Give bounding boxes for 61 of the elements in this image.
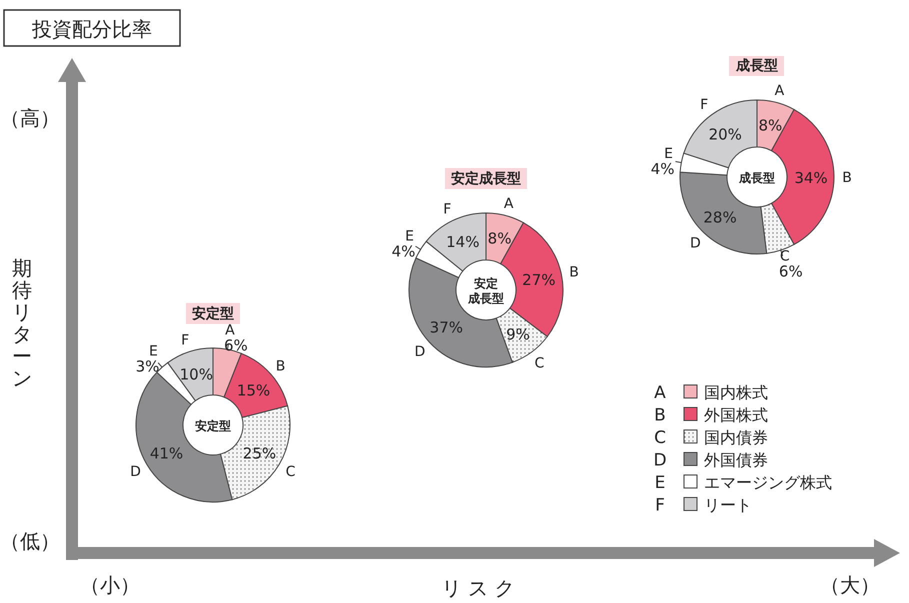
text: D [653, 450, 667, 470]
chart-title: 安定型 [192, 305, 234, 322]
slice-label: D [690, 236, 701, 252]
data-label: 4% [392, 242, 416, 261]
data-label: 27% [522, 270, 556, 289]
slice-label: A [504, 196, 514, 212]
slice-label: E [149, 343, 158, 360]
text: A [654, 383, 666, 403]
slice-label: C [286, 464, 296, 480]
data-label: 10% [180, 366, 213, 384]
data-label: 3% [136, 357, 160, 376]
data-label: 41% [150, 444, 184, 462]
text: リ ス ク [442, 576, 514, 600]
category-label: 外国株式 [704, 406, 768, 424]
data-label: 28% [703, 208, 737, 226]
category-label: 国内株式 [704, 383, 768, 402]
slice-label: C [534, 355, 544, 372]
data-label: 25% [242, 444, 276, 462]
text: 安定成長型 [467, 276, 504, 306]
slice-label: B [842, 170, 852, 186]
slice-label: F [700, 97, 708, 114]
text: 成長型 [738, 171, 775, 185]
data-label: 6% [224, 336, 248, 355]
text: （小） [80, 573, 140, 597]
slice-label: A [774, 82, 785, 99]
slice-label: B [569, 264, 579, 281]
text: （高） [0, 106, 60, 130]
data-label: 6% [778, 262, 803, 281]
category-label: リート [704, 496, 752, 514]
chart-title: 安定成長型 [451, 170, 521, 187]
data-label: 8% [488, 230, 512, 248]
chart-title: 成長型 [735, 58, 778, 74]
data-label: 14% [446, 233, 480, 252]
text: E [654, 473, 666, 493]
slice-label: C [780, 248, 790, 265]
slice-label: F [443, 202, 452, 218]
text: （低） [0, 529, 60, 553]
data-label: 20% [708, 125, 742, 144]
text: 安定型 [195, 419, 231, 433]
category-label: 国内債券 [704, 428, 768, 447]
text: （大） [820, 573, 880, 597]
data-label: 8% [758, 116, 782, 135]
category-label: 外国債券 [704, 450, 768, 470]
data-label: 9% [506, 325, 530, 344]
category-label: エマージング株式 [704, 473, 832, 492]
text: 投資配分比率 [31, 17, 152, 41]
slice-label: A [225, 322, 236, 339]
data-label: 4% [650, 160, 674, 178]
slice-label: E [664, 146, 674, 162]
slice-label: F [181, 332, 190, 348]
text: F [655, 496, 665, 516]
text: C [654, 428, 666, 448]
slice-label: B [276, 358, 286, 374]
data-label: 37% [430, 318, 464, 337]
text: B [654, 406, 666, 426]
slice-label: D [414, 344, 426, 360]
slice-label: E [405, 228, 414, 245]
text: 期待リターン [12, 256, 32, 390]
slice-label: D [130, 464, 141, 480]
data-label: 34% [794, 169, 828, 187]
data-label: 15% [236, 381, 270, 400]
